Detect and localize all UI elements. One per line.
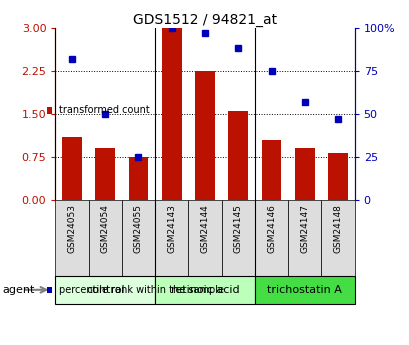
Text: agent: agent bbox=[2, 285, 34, 295]
Bar bbox=[95, 148, 115, 200]
Bar bbox=[128, 157, 148, 200]
FancyBboxPatch shape bbox=[88, 200, 121, 276]
Text: GSM24055: GSM24055 bbox=[134, 204, 143, 253]
Text: GSM24053: GSM24053 bbox=[67, 204, 76, 253]
FancyBboxPatch shape bbox=[288, 200, 321, 276]
Text: GSM24148: GSM24148 bbox=[333, 204, 342, 253]
Bar bbox=[327, 153, 347, 200]
Bar bbox=[195, 71, 214, 200]
Text: transformed count: transformed count bbox=[59, 106, 150, 115]
FancyBboxPatch shape bbox=[188, 200, 221, 276]
Title: GDS1512 / 94821_at: GDS1512 / 94821_at bbox=[133, 12, 276, 27]
Bar bbox=[228, 111, 247, 200]
FancyBboxPatch shape bbox=[55, 200, 88, 276]
FancyBboxPatch shape bbox=[55, 276, 155, 304]
Bar bbox=[62, 137, 82, 200]
Text: GSM24143: GSM24143 bbox=[167, 204, 176, 253]
Text: percentile rank within the sample: percentile rank within the sample bbox=[59, 285, 224, 295]
Bar bbox=[294, 148, 314, 200]
FancyBboxPatch shape bbox=[221, 200, 254, 276]
Text: GSM24054: GSM24054 bbox=[101, 204, 110, 253]
Text: GSM24146: GSM24146 bbox=[266, 204, 275, 253]
Text: trichostatin A: trichostatin A bbox=[267, 285, 342, 295]
FancyBboxPatch shape bbox=[155, 276, 254, 304]
FancyBboxPatch shape bbox=[254, 276, 354, 304]
Text: retinoic acid: retinoic acid bbox=[170, 285, 239, 295]
Text: GSM24144: GSM24144 bbox=[200, 204, 209, 253]
Text: control: control bbox=[86, 285, 124, 295]
Text: GSM24147: GSM24147 bbox=[299, 204, 308, 253]
FancyBboxPatch shape bbox=[155, 200, 188, 276]
FancyBboxPatch shape bbox=[321, 200, 354, 276]
FancyBboxPatch shape bbox=[254, 200, 288, 276]
FancyBboxPatch shape bbox=[121, 200, 155, 276]
Text: GSM24145: GSM24145 bbox=[233, 204, 242, 253]
Bar bbox=[162, 28, 181, 200]
Bar bbox=[261, 140, 281, 200]
